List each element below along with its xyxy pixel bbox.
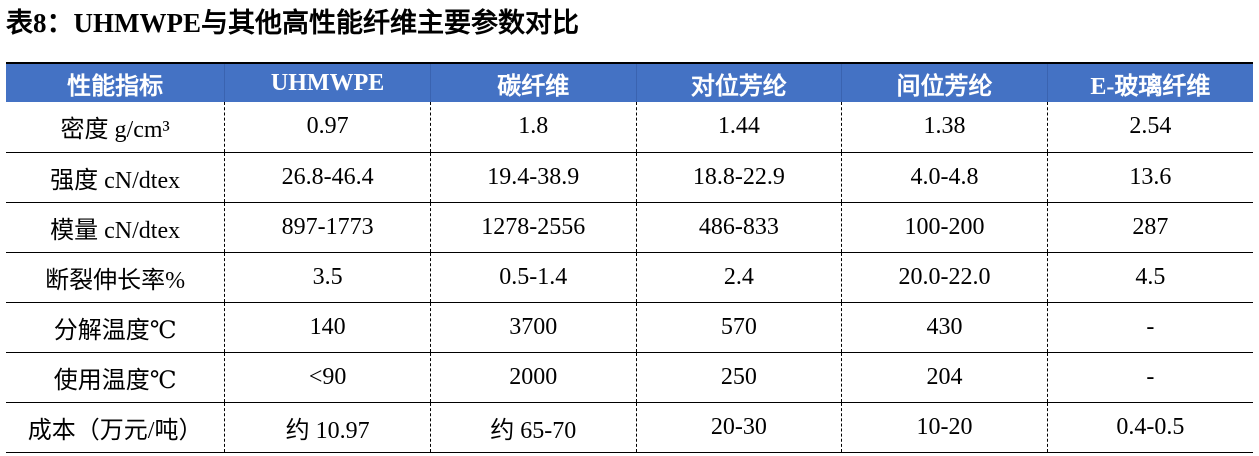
table-cell: 3.5 (224, 251, 431, 302)
row-label: 模量 cN/dtex (6, 201, 225, 252)
table-cell: 0.97 (224, 102, 431, 152)
header-cell-e-glass-fiber: E-玻璃纤维 (1046, 64, 1253, 102)
table-cell: 1278-2556 (429, 201, 637, 252)
header-cell-meta-aramid: 间位芳纶 (841, 64, 1048, 102)
parameter-comparison-table: 性能指标 UHMWPE 碳纤维 对位芳纶 间位芳纶 E-玻璃纤维 密度 g/cm… (6, 64, 1253, 453)
header-cell-metric: 性能指标 (67, 73, 164, 100)
table-row-elongation: 断裂伸长率% 3.5 0.5-1.4 2.4 20.0-22.0 4.5 (6, 251, 1253, 302)
row-label: 密度 g/cm³ (60, 117, 170, 144)
table-cell: - (1046, 301, 1253, 352)
table-cell: 1.44 (635, 102, 842, 152)
row-label: 强度 cN/dtex (6, 151, 225, 202)
table-cell: 20.0-22.0 (841, 251, 1048, 302)
table-row-service-temp: 使用温度℃ <90 2000 250 204 - (6, 351, 1253, 402)
table-caption: 表8：UHMWPE与其他高性能纤维主要参数对比 (6, 8, 579, 38)
table-header: 性能指标 UHMWPE 碳纤维 对位芳纶 间位芳纶 E-玻璃纤维 (6, 64, 1253, 102)
table-cell: 897-1773 (224, 201, 431, 252)
table-cell: 2.4 (635, 251, 842, 302)
table-row-decomposition-temp: 分解温度℃ 140 3700 570 430 - (6, 301, 1253, 352)
table-cell: 250 (635, 351, 842, 402)
table-cell: 19.4-38.9 (429, 151, 637, 202)
table-cell: - (1046, 351, 1253, 402)
table-row-modulus: 模量 cN/dtex 897-1773 1278-2556 486-833 10… (6, 201, 1253, 252)
table-cell: <90 (224, 351, 431, 402)
table-row-cost: 成本（万元/吨） 约 10.97 约 65-70 20-30 10-20 0.4… (6, 401, 1253, 453)
table-cell: 13.6 (1046, 151, 1253, 202)
table-cell: 430 (841, 301, 1048, 352)
table-cell: 2.54 (1046, 102, 1253, 152)
table-body: 密度 g/cm³ 0.97 1.8 1.44 1.38 2.54 强度 cN/d… (6, 102, 1253, 453)
row-label: 使用温度℃ (6, 351, 225, 402)
table-cell: 10-20 (841, 401, 1048, 453)
table-cell: 26.8-46.4 (224, 151, 431, 202)
table-cell: 20-30 (635, 401, 842, 453)
table-cell: 约 65-70 (429, 401, 637, 453)
table-cell: 486-833 (635, 201, 842, 252)
table-cell: 2000 (429, 351, 637, 402)
row-label: 分解温度℃ (6, 301, 225, 352)
row-label: 成本（万元/吨） (6, 401, 225, 453)
table-row-strength: 强度 cN/dtex 26.8-46.4 19.4-38.9 18.8-22.9… (6, 151, 1253, 202)
header-cell-para-aramid: 对位芳纶 (635, 64, 842, 102)
header-cell-uhmwpe: UHMWPE (224, 64, 431, 102)
header-row: 性能指标 UHMWPE 碳纤维 对位芳纶 间位芳纶 E-玻璃纤维 (6, 64, 1253, 102)
table-row-density: 密度 g/cm³ 0.97 1.8 1.44 1.38 2.54 (6, 102, 1253, 152)
table-cell: 18.8-22.9 (635, 151, 842, 202)
table-cell: 140 (224, 301, 431, 352)
top-rule (6, 62, 1253, 64)
table-cell: 204 (841, 351, 1048, 402)
table-cell: 1.8 (429, 102, 637, 152)
table-cell: 0.5-1.4 (429, 251, 637, 302)
table-cell: 3700 (429, 301, 637, 352)
table-cell: 1.38 (841, 102, 1048, 152)
table-cell: 287 (1046, 201, 1253, 252)
table-cell: 0.4-0.5 (1046, 401, 1253, 453)
table-cell: 570 (635, 301, 842, 352)
table-cell: 4.0-4.8 (841, 151, 1048, 202)
table-cell: 约 10.97 (224, 401, 431, 453)
table-cell: 4.5 (1046, 251, 1253, 302)
header-cell-carbon-fiber: 碳纤维 (429, 64, 637, 102)
table-cell: 100-200 (841, 201, 1048, 252)
row-label: 断裂伸长率% (6, 251, 225, 302)
